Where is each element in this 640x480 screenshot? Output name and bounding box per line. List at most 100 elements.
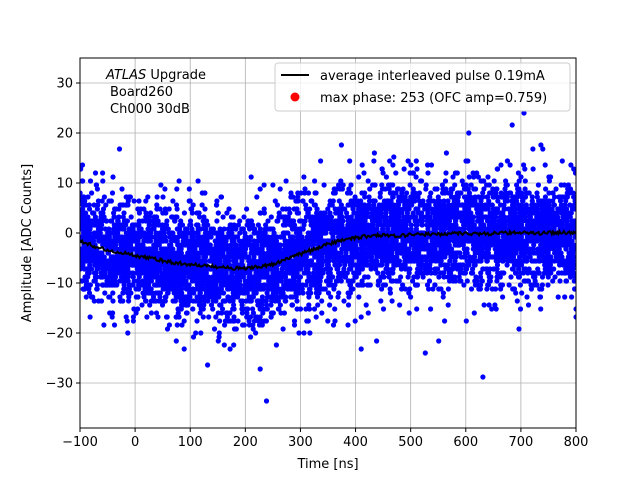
sample-point — [537, 294, 544, 300]
sample-point — [187, 218, 194, 224]
sample-point — [157, 294, 163, 300]
sample-point — [271, 230, 277, 236]
sample-point — [120, 290, 126, 296]
sample-point — [150, 226, 156, 232]
sample-point — [529, 258, 535, 264]
sample-point — [569, 270, 575, 276]
sample-point — [557, 278, 563, 284]
sample-point — [327, 210, 333, 216]
sample-point — [135, 270, 141, 276]
sample-point — [80, 190, 83, 196]
sample-point — [318, 266, 324, 272]
sample-point — [289, 226, 295, 232]
sample-point — [200, 314, 206, 320]
sample-point — [91, 298, 97, 304]
sample-point — [141, 290, 147, 296]
sample-point — [486, 198, 492, 204]
sample-point — [166, 206, 172, 212]
sample-point — [198, 306, 204, 312]
sample-point — [419, 178, 425, 184]
sample-point — [151, 298, 157, 304]
sample-point — [343, 250, 349, 256]
sample-point — [338, 178, 344, 184]
sample-point — [410, 278, 416, 284]
sample-point — [214, 218, 220, 224]
sample-points — [80, 110, 576, 404]
sample-point — [327, 302, 333, 308]
sample-point — [494, 262, 501, 268]
sample-point — [214, 230, 220, 236]
sample-point — [251, 318, 258, 324]
sample-point — [512, 270, 519, 276]
sample-point — [208, 226, 214, 232]
sample-point — [311, 202, 317, 208]
sample-point — [326, 274, 332, 280]
sample-point — [300, 290, 306, 296]
sample-point — [472, 278, 478, 284]
sample-point — [553, 254, 560, 260]
sample-point — [255, 302, 261, 308]
sample-point — [261, 206, 267, 212]
sample-point — [405, 198, 411, 204]
sample-point — [194, 210, 200, 216]
sample-point — [92, 170, 99, 176]
sample-point — [572, 274, 576, 280]
sample-point — [366, 282, 372, 288]
sample-point — [267, 242, 273, 248]
sample-point — [507, 162, 513, 168]
sample-point — [373, 266, 379, 272]
sample-point — [145, 194, 151, 200]
sample-point — [313, 190, 319, 196]
sample-point — [164, 218, 170, 224]
sample-point — [542, 162, 548, 168]
sample-point — [448, 246, 455, 252]
sample-point — [500, 258, 506, 264]
sample-point — [571, 202, 576, 208]
sample-point — [119, 186, 125, 192]
sample-point — [565, 182, 572, 188]
sample-point — [523, 202, 529, 208]
sample-point — [261, 282, 267, 288]
sample-point — [302, 186, 308, 192]
sample-point — [398, 266, 404, 272]
sample-point — [420, 274, 426, 280]
sample-point — [553, 218, 559, 224]
sample-point — [466, 190, 472, 196]
sample-point — [378, 298, 384, 304]
sample-point — [406, 250, 412, 256]
sample-point — [407, 286, 413, 292]
sample-point — [234, 274, 240, 280]
sample-point — [181, 210, 187, 216]
sample-point — [294, 210, 300, 216]
sample-point — [479, 278, 485, 284]
sample-point — [315, 302, 321, 308]
sample-point — [87, 282, 93, 288]
sample-point — [80, 206, 86, 212]
sample-point — [319, 310, 325, 316]
sample-point — [445, 198, 451, 204]
sample-point — [94, 186, 100, 192]
sample-point — [125, 198, 131, 204]
sample-point — [484, 194, 491, 200]
sample-point — [218, 194, 224, 200]
sample-point — [215, 210, 221, 216]
sample-point — [313, 274, 319, 280]
sample-point — [311, 306, 318, 312]
sample-point — [487, 266, 493, 272]
sample-point — [375, 282, 381, 288]
sample-point — [517, 282, 524, 288]
sample-point — [81, 198, 87, 204]
sample-point — [265, 250, 271, 256]
sample-point — [296, 330, 302, 336]
sample-point — [356, 282, 362, 288]
sample-point — [513, 290, 519, 296]
sample-point — [272, 298, 278, 304]
sample-point — [550, 278, 556, 284]
sample-point — [186, 198, 192, 204]
sample-point — [366, 194, 372, 200]
sample-point — [173, 338, 179, 344]
sample-point — [164, 278, 170, 284]
sample-point — [484, 246, 490, 252]
sample-point — [552, 274, 558, 280]
sample-point — [174, 322, 180, 328]
